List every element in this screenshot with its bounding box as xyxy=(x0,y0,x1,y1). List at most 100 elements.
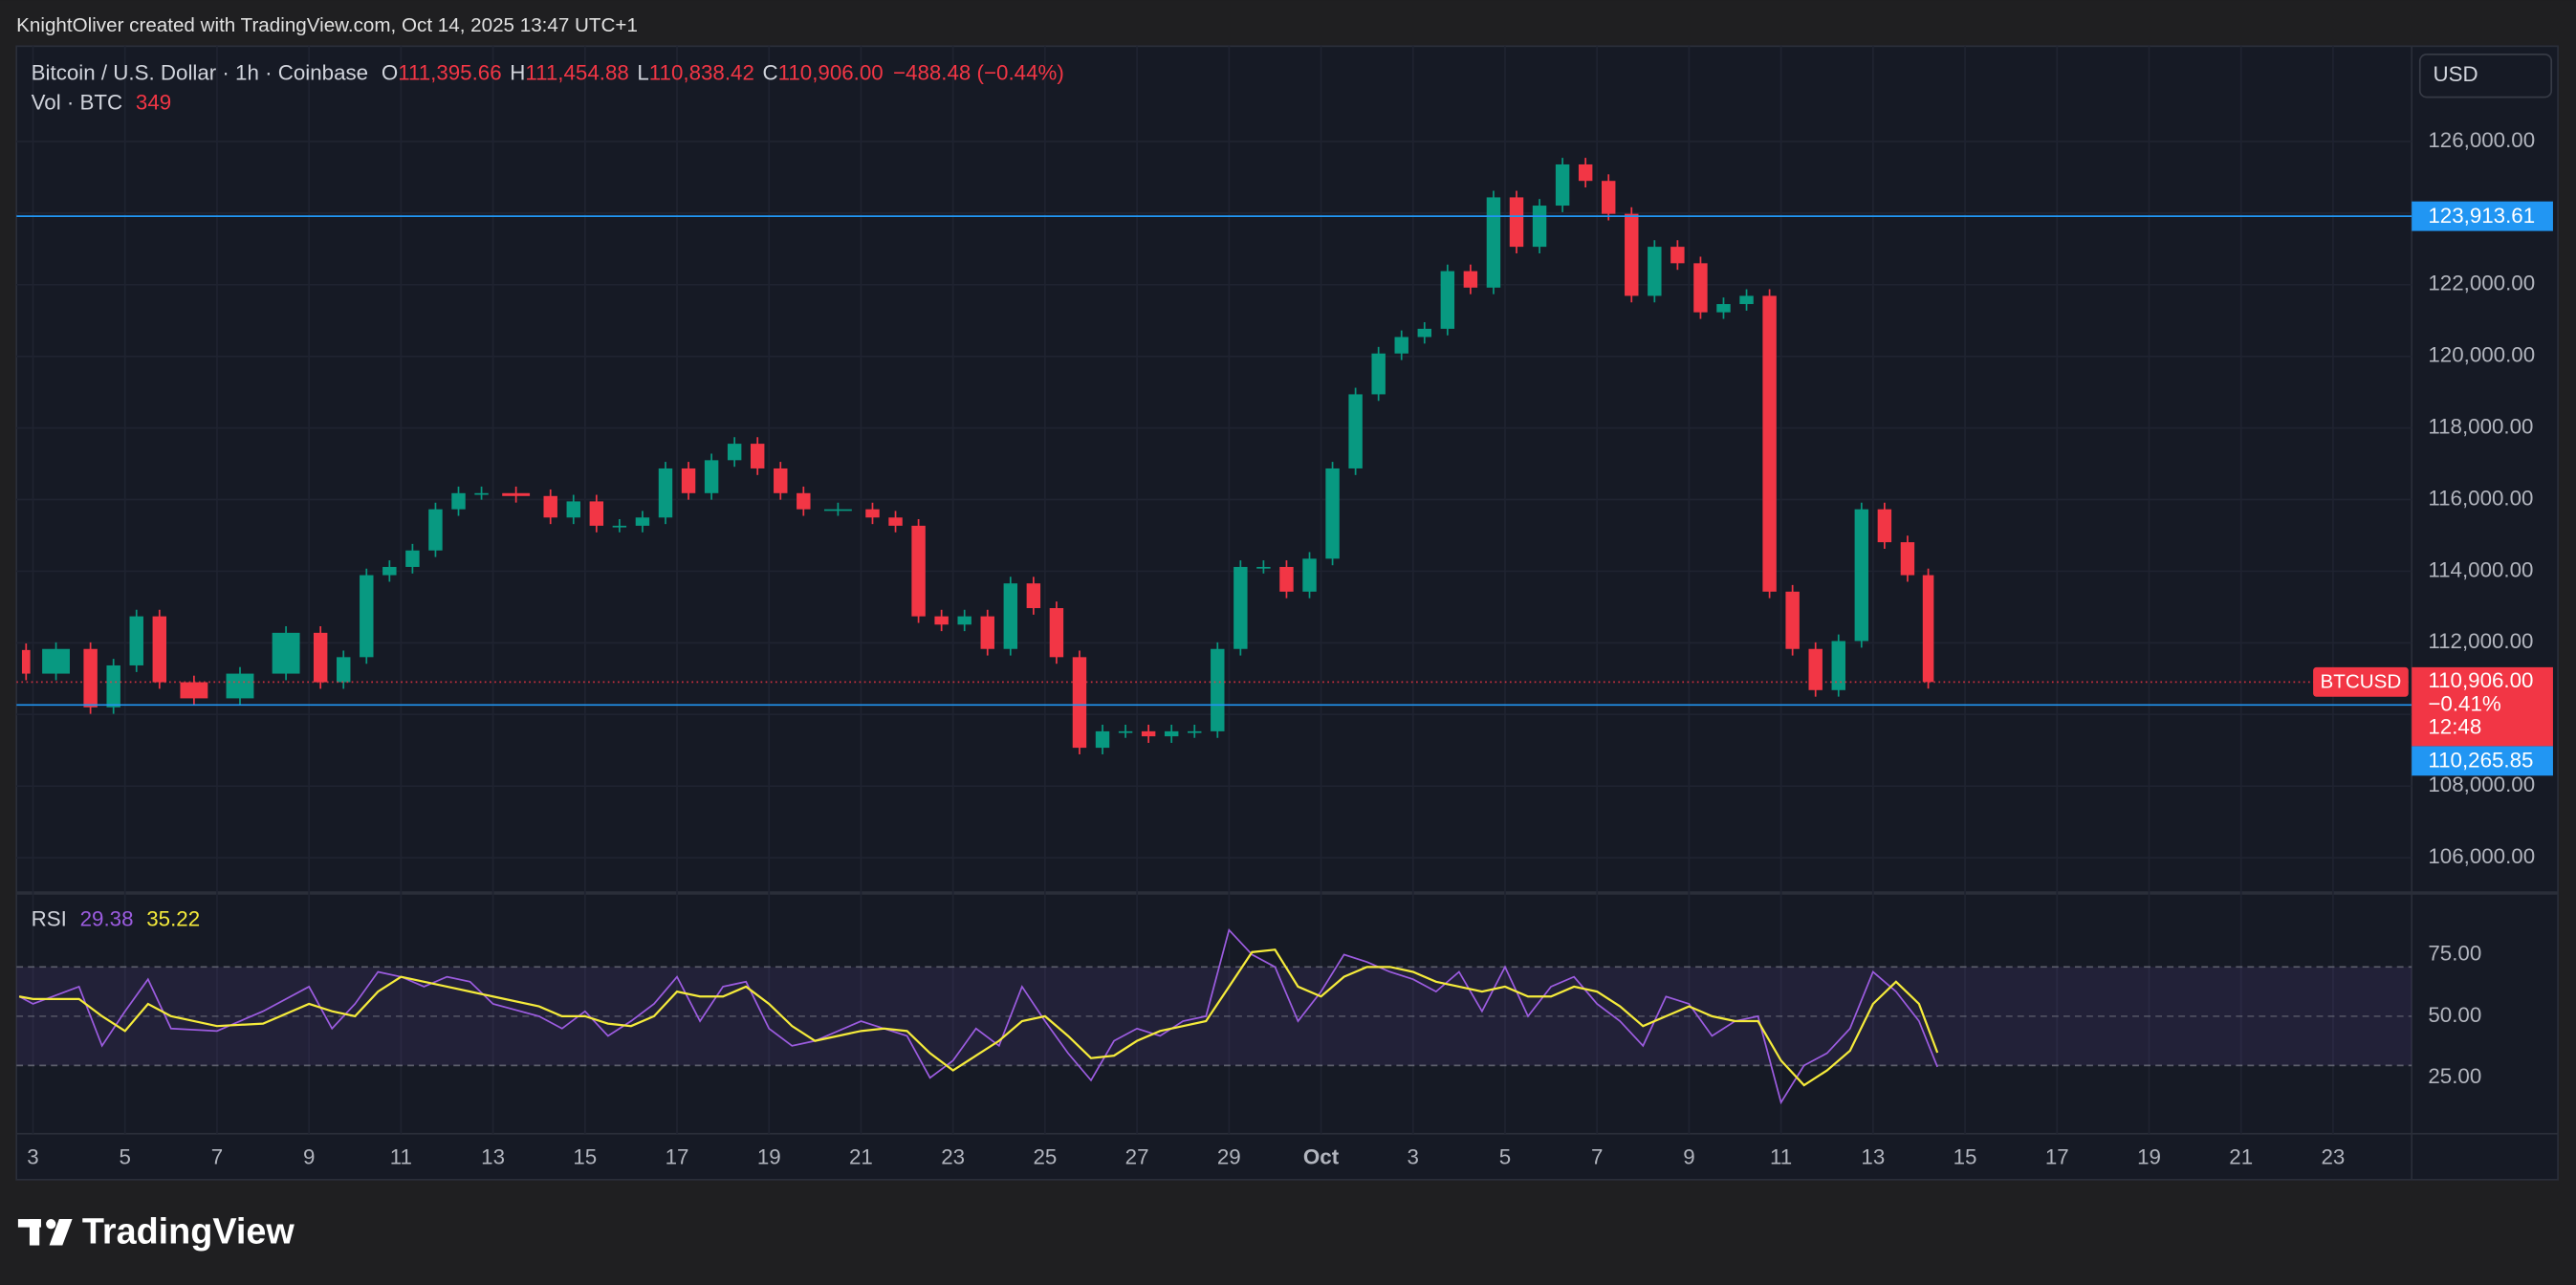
x-tick-label: 5 xyxy=(1499,1144,1511,1168)
x-tick-label: 11 xyxy=(390,1144,412,1168)
candle-body xyxy=(566,501,580,518)
x-tick-label: 19 xyxy=(757,1144,781,1168)
candle-body xyxy=(42,648,70,674)
currency-label[interactable]: USD xyxy=(2434,62,2478,86)
candle-body xyxy=(1693,263,1708,313)
candle-body xyxy=(502,492,531,496)
currency-button[interactable] xyxy=(2418,54,2553,98)
legend-symbol: Bitcoin / U.S. Dollar · 1h · Coinbase O11… xyxy=(32,60,1064,84)
candle-body xyxy=(337,657,351,683)
candle-body xyxy=(272,632,300,674)
candle-body xyxy=(1118,730,1133,733)
x-tick-label: 3 xyxy=(1408,1144,1419,1168)
chart-frame xyxy=(15,45,2559,1181)
ohlc-value: 111,454.88 xyxy=(525,60,628,84)
candle-body xyxy=(1509,197,1524,248)
price-line-label: 123,913.61 xyxy=(2428,204,2535,228)
candle-body xyxy=(589,501,604,526)
symbol-tag: BTCUSD xyxy=(2321,671,2402,693)
candle-body xyxy=(911,525,926,617)
x-tick-label: 9 xyxy=(303,1144,315,1168)
volume-value: 349 xyxy=(136,90,171,114)
price-line-label-box xyxy=(2412,746,2553,776)
y-tick-label: 112,000.00 xyxy=(2428,629,2533,653)
candle-body xyxy=(226,673,254,699)
candle-body xyxy=(451,492,466,510)
candle-body xyxy=(129,616,143,665)
candle-body xyxy=(1739,295,1754,305)
rsi-legend: RSI 29.38 35.22 xyxy=(32,906,200,930)
x-tick-label: 13 xyxy=(1861,1144,1885,1168)
candle-body xyxy=(1325,468,1340,559)
y-tick-label: 118,000.00 xyxy=(2428,415,2533,439)
y-tick-label: 120,000.00 xyxy=(2428,343,2535,367)
candle-body xyxy=(1578,163,1593,182)
volume-legend: Vol · BTC 349 xyxy=(32,90,172,114)
candle-body xyxy=(543,495,557,518)
candle-body xyxy=(1532,206,1547,248)
candle-body xyxy=(865,509,880,518)
candle-body xyxy=(1463,271,1478,288)
candle-body xyxy=(1211,648,1225,731)
x-tick-label: 23 xyxy=(941,1144,965,1168)
ohlc-value: 110,838.42 xyxy=(649,60,754,84)
rsi-label: RSI xyxy=(32,906,67,930)
candle-body xyxy=(1348,394,1363,468)
last-price-label: 110,906.00 xyxy=(2428,668,2533,692)
candle-body xyxy=(1095,730,1110,749)
candle-body xyxy=(1049,608,1064,658)
candle-body xyxy=(1233,566,1248,649)
candle-body xyxy=(1279,566,1294,592)
x-tick-label: 17 xyxy=(666,1144,689,1168)
candle-body xyxy=(681,468,696,493)
candle-body xyxy=(106,664,120,708)
x-tick-label: 27 xyxy=(1125,1144,1149,1168)
x-tick-label: 5 xyxy=(120,1144,131,1168)
candle-body xyxy=(1256,566,1271,569)
candle-body xyxy=(360,575,374,658)
x-tick-label: 25 xyxy=(1033,1144,1057,1168)
candle-body xyxy=(1877,509,1892,543)
candle-body xyxy=(313,632,328,683)
candle-body xyxy=(1188,730,1202,733)
candle-body xyxy=(888,517,903,526)
y-tick-label: 126,000.00 xyxy=(2428,128,2535,152)
candle-body xyxy=(180,682,208,699)
x-tick-label: 15 xyxy=(573,1144,597,1168)
symbol-tag-box xyxy=(2313,666,2409,697)
ohlc-key: L xyxy=(637,60,648,84)
candle-body xyxy=(1302,558,1317,592)
candle-body xyxy=(83,648,98,708)
ohlc-value: 110,906.00 xyxy=(778,60,884,84)
y-tick-label: 114,000.00 xyxy=(2428,557,2533,581)
candle-body xyxy=(612,525,627,528)
candle-body xyxy=(1625,213,1639,296)
candle-body xyxy=(1026,583,1041,609)
rsi-tick-label: 50.00 xyxy=(2428,1003,2481,1027)
rsi-tick-label: 25.00 xyxy=(2428,1064,2481,1088)
candle-body xyxy=(1417,328,1431,338)
rsi-ma-value: 35.22 xyxy=(146,906,200,930)
candle-body xyxy=(1371,353,1386,395)
ohlc-key: C xyxy=(762,60,777,84)
x-tick-label: 11 xyxy=(1770,1144,1792,1168)
candle-body xyxy=(704,460,719,493)
candle-body xyxy=(1555,163,1570,207)
candle-body xyxy=(750,444,765,468)
ohlc-value: 111,395.66 xyxy=(398,60,501,84)
candle-body xyxy=(428,509,443,551)
x-tick-label: 7 xyxy=(211,1144,223,1168)
candle-body xyxy=(1394,337,1408,354)
candle-body xyxy=(1003,583,1018,649)
ohlc-key: H xyxy=(510,60,525,84)
y-tick-label: 106,000.00 xyxy=(2428,844,2535,868)
y-tick-label: 122,000.00 xyxy=(2428,272,2535,295)
rsi-value: 29.38 xyxy=(80,906,134,930)
x-tick-label: Oct xyxy=(1303,1144,1340,1168)
candle-body xyxy=(957,616,971,625)
candle-body xyxy=(1854,509,1869,642)
logo xyxy=(17,1219,73,1246)
x-tick-label: 21 xyxy=(849,1144,873,1168)
symbol: Bitcoin / U.S. Dollar · 1h · Coinbase xyxy=(32,60,368,84)
